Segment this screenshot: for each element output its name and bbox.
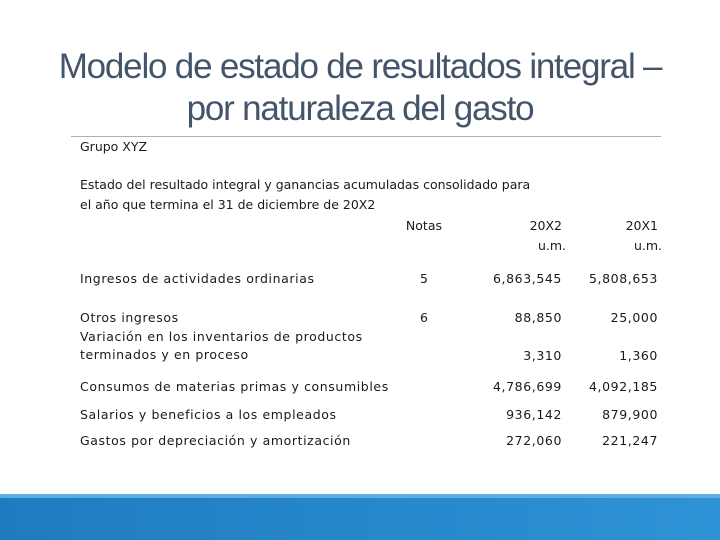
- row-label-continuation: terminados y en proceso: [80, 347, 249, 362]
- row-value-20x1: 879,900: [602, 407, 658, 422]
- row-value-20x2: 6,863,545: [492, 271, 562, 286]
- notes-header: Notas: [405, 218, 442, 233]
- title-line-1: Modelo de estado de resultados integral …: [58, 47, 663, 86]
- row-value-20x1: 221,247: [602, 433, 658, 448]
- row-label: Ingresos de actividades ordinarias: [80, 271, 315, 286]
- statement-title-line-2: el año que termina el 31 de diciembre de…: [80, 197, 376, 212]
- title-line-2: por naturaleza del gasto: [186, 89, 535, 128]
- row-note: 6: [420, 310, 428, 325]
- row-value-20x2: 88,850: [514, 310, 562, 325]
- row-value-20x2: 3,310: [523, 348, 562, 363]
- row-value-20x1: 25,000: [610, 310, 658, 325]
- row-label: Gastos por depreciación y amortización: [80, 433, 351, 448]
- year-20x1-unit: u.m.: [633, 238, 662, 253]
- row-value-20x2: 936,142: [506, 407, 562, 422]
- row-value-20x1: 5,808,653: [588, 271, 658, 286]
- row-label: Consumos de materias primas y consumible…: [80, 379, 389, 394]
- year-20x2-unit: u.m.: [537, 238, 566, 253]
- row-value-20x1: 1,360: [619, 348, 658, 363]
- row-label: Otros ingresos: [80, 310, 179, 325]
- row-value-20x2: 272,060: [506, 433, 562, 448]
- row-value-20x1: 4,092,185: [588, 379, 658, 394]
- row-note: 5: [420, 271, 428, 286]
- year-20x1-header: 20X1: [625, 218, 658, 233]
- title-divider: [71, 136, 661, 137]
- footer-band-accent: [0, 494, 720, 498]
- footer-band: [0, 498, 720, 540]
- row-label: Variación en los inventarios de producto…: [80, 329, 363, 344]
- year-20x2-header: 20X2: [529, 218, 562, 233]
- company-name: Grupo XYZ: [80, 139, 148, 154]
- row-label: Salarios y beneficios a los empleados: [80, 407, 337, 422]
- statement-title-line-1: Estado del resultado integral y ganancia…: [80, 177, 531, 192]
- row-value-20x2: 4,786,699: [492, 379, 562, 394]
